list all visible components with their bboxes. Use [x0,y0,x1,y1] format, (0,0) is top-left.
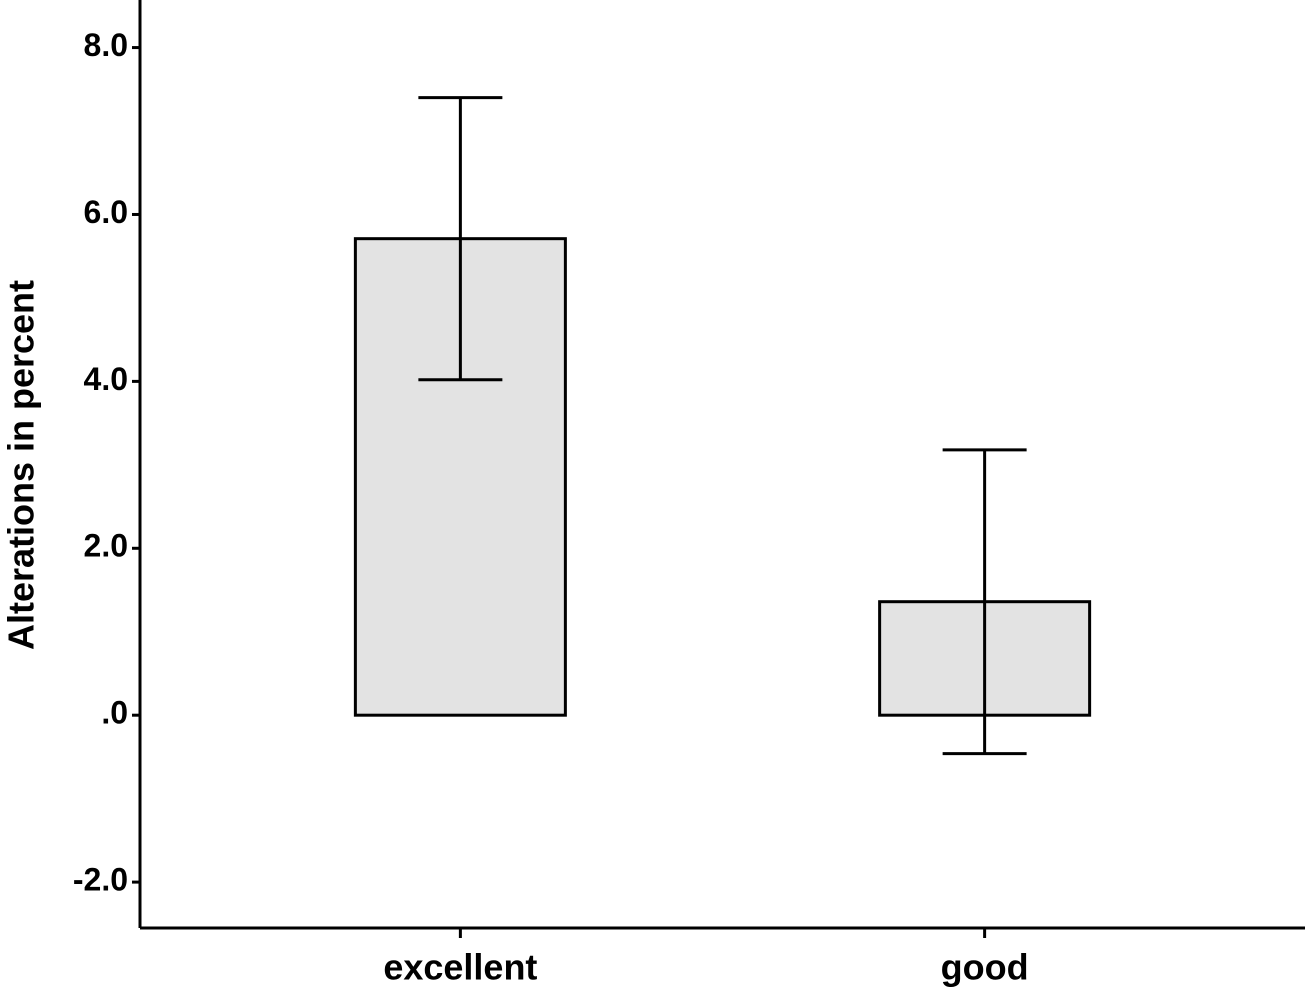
y-tick-label: 6.0 [84,194,128,230]
y-axis-title: Alterations in percent [1,280,42,650]
x-tick-label: excellent [383,947,537,988]
x-tick-label: good [941,947,1029,988]
y-tick-label: 4.0 [84,361,128,397]
y-tick-label: 2.0 [84,528,128,564]
y-tick-label: .0 [101,695,128,731]
y-tick-label: -2.0 [73,862,128,898]
y-tick-label: 8.0 [84,27,128,63]
